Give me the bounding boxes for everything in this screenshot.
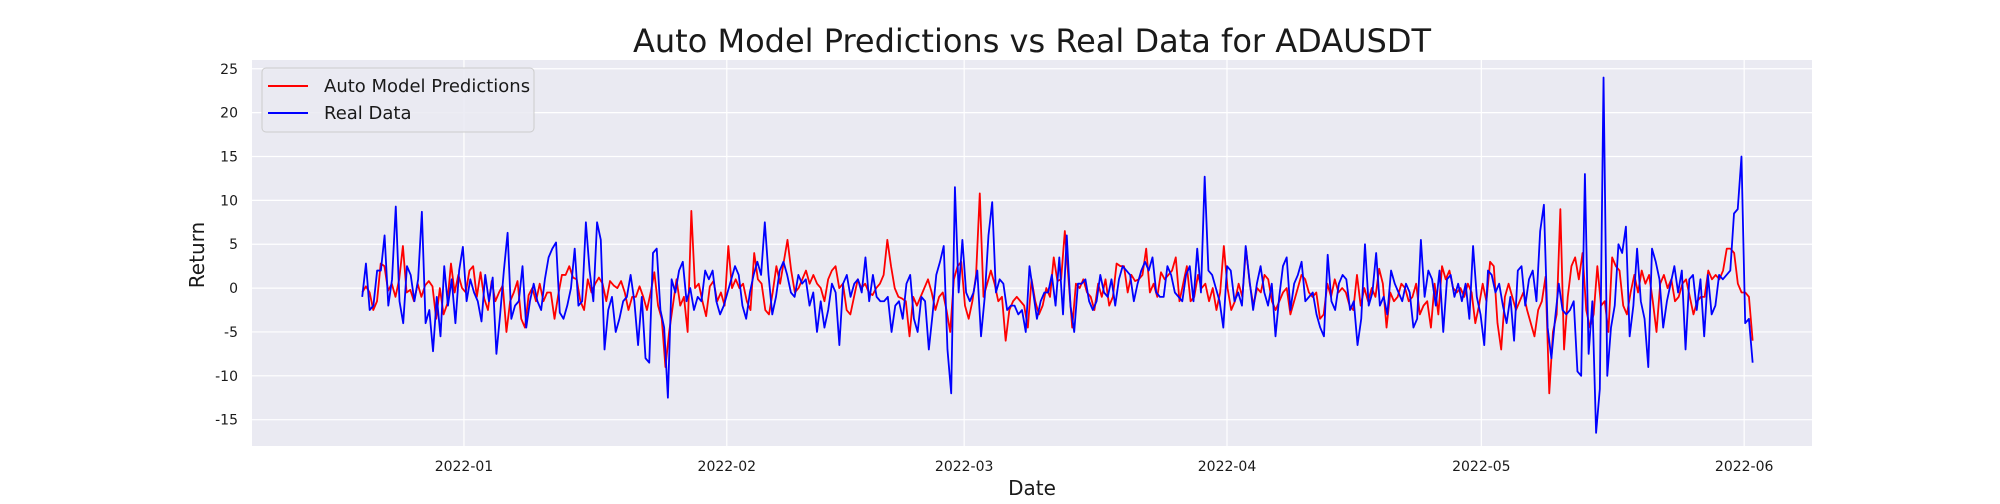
x-axis-label: Date [1008,476,1056,500]
legend-label-predictions: Auto Model Predictions [324,76,530,97]
legend-box [261,67,535,133]
x-tick-label: 2022-05 [1452,459,1511,475]
legend: Auto Model Predictions Real Data [261,67,535,133]
x-tick-label: 2022-06 [1715,459,1774,475]
series-layer [361,76,1754,434]
x-tick-labels: 2022-01 2022-02 2022-03 2022-04 2022-05 2022-… [435,459,1774,475]
x-tick-label: 2022-01 [435,459,494,475]
x-tick-label: 2022-04 [1198,459,1257,475]
y-tick-labels: -15 -10 -5 0 5 10 15 20 25 [215,62,238,429]
legend-label-real-data: Real Data [324,103,412,124]
y-tick-label: 0 [229,281,238,297]
y-tick-label: 25 [220,62,238,78]
chart-title: Auto Model Predictions vs Real Data for … [633,22,1431,60]
y-tick-label: 20 [220,106,238,122]
y-tick-label: 10 [220,193,238,209]
x-tick-label: 2022-02 [698,459,757,475]
y-tick-label: 15 [220,150,238,166]
y-tick-label: 5 [229,237,238,253]
y-tick-label: -10 [215,369,238,385]
series-line-real-data [361,76,1754,434]
y-axis-label: Return [185,222,209,288]
x-tick-label: 2022-03 [935,459,994,475]
y-tick-label: -5 [224,325,238,341]
y-tick-label: -15 [215,413,238,429]
